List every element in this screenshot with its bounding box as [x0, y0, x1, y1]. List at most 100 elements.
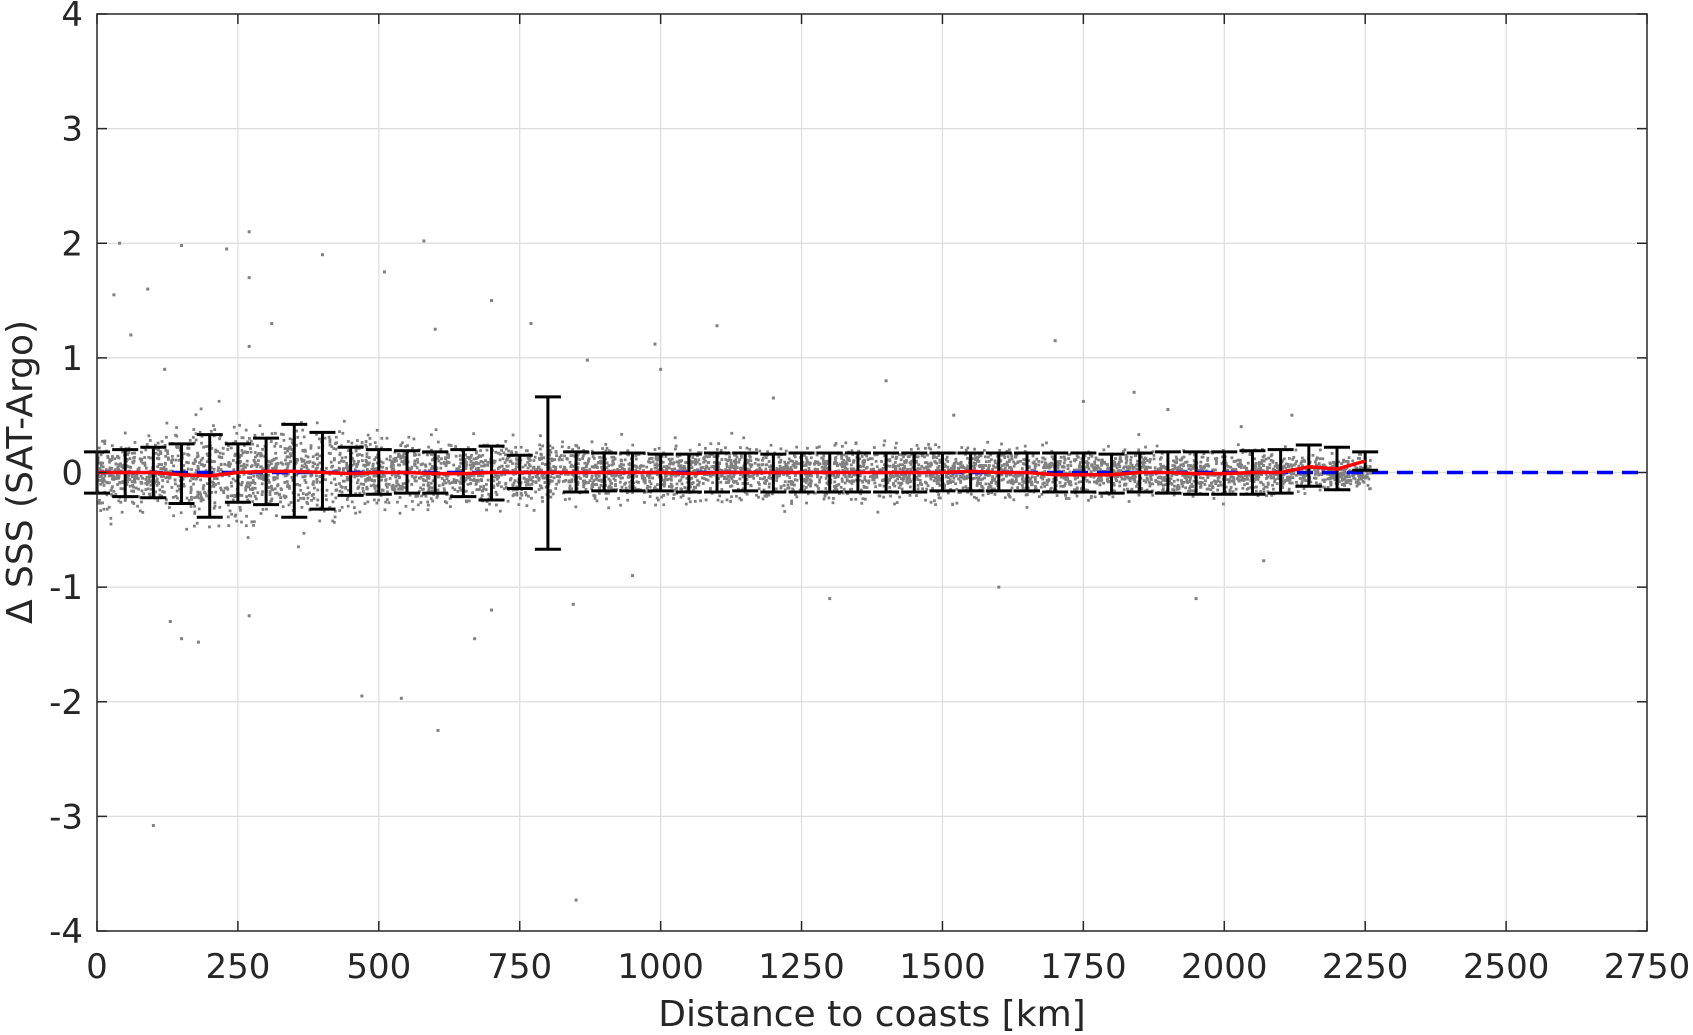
scatter-point [253, 486, 257, 490]
scatter-point [548, 453, 552, 457]
scatter-point [365, 445, 369, 449]
scatter-point [393, 488, 397, 491]
scatter-point [459, 480, 463, 484]
scatter-point [1192, 479, 1196, 483]
scatter-point [153, 443, 157, 447]
scatter-point [655, 465, 659, 469]
scatter-point [435, 496, 439, 499]
scatter-point [471, 491, 475, 495]
scatter-point [576, 466, 580, 470]
scatter-point [1321, 485, 1325, 489]
scatter-point [430, 448, 433, 452]
scatter-point [1216, 488, 1220, 492]
scatter-point [786, 483, 790, 487]
scatter-point [442, 487, 446, 491]
scatter-point [1051, 457, 1055, 461]
scatter-point [993, 459, 997, 463]
scatter-point [916, 447, 920, 451]
scatter-point [1124, 475, 1127, 479]
scatter-point [1020, 477, 1024, 481]
scatter-point [1021, 486, 1025, 490]
scatter-point [757, 481, 760, 484]
scatter-point [761, 458, 764, 462]
scatter-point [477, 466, 480, 470]
scatter-point [1098, 483, 1102, 487]
scatter-point [1055, 494, 1059, 497]
scatter-point [789, 459, 793, 463]
scatter-point [148, 492, 151, 496]
scatter-point [964, 485, 968, 489]
scatter-point [238, 506, 242, 509]
scatter-point [548, 466, 552, 470]
scatter-point [365, 477, 369, 481]
scatter-point [261, 490, 264, 494]
scatter-point [1180, 456, 1184, 460]
scatter-point [1346, 480, 1350, 484]
scatter-point [1039, 485, 1043, 489]
scatter-point [777, 468, 780, 471]
scatter-point [1007, 460, 1011, 463]
scatter-point [436, 493, 440, 497]
scatter-point [837, 492, 841, 495]
scatter-point [582, 482, 586, 486]
scatter-point [474, 467, 478, 471]
scatter-point [708, 455, 711, 458]
scatter-point [891, 455, 894, 459]
scatter-point [737, 460, 741, 464]
scatter-point [300, 459, 304, 463]
scatter-point [459, 458, 462, 461]
scatter-point [739, 473, 742, 477]
scatter-point [492, 459, 495, 463]
scatter-point [1238, 458, 1242, 462]
scatter-point [1158, 475, 1162, 479]
scatter-point [734, 463, 737, 467]
scatter-point [190, 476, 194, 479]
scatter-point [192, 428, 196, 431]
scatter-point [1130, 464, 1134, 467]
scatter-point [1282, 464, 1286, 468]
scatter-point [1361, 466, 1364, 470]
scatter-point [1112, 463, 1116, 466]
scatter-point [924, 446, 927, 450]
scatter-point [719, 448, 723, 452]
scatter-point [185, 527, 189, 531]
scatter-point [1095, 479, 1099, 483]
scatter-point [882, 478, 886, 482]
scatter-point [494, 450, 498, 454]
scatter-point [1296, 490, 1300, 494]
scatter-point [554, 467, 558, 471]
scatter-point [134, 486, 138, 490]
scatter-point [660, 454, 664, 458]
scatter-point [642, 464, 645, 468]
scatter-point [209, 429, 213, 433]
scatter-point [356, 486, 360, 490]
scatter-point [991, 467, 994, 471]
scatter-point [1273, 478, 1277, 482]
scatter-point [929, 473, 932, 477]
scatter-point [964, 448, 968, 452]
scatter-point [515, 462, 519, 465]
scatter-point [788, 476, 792, 479]
scatter-point [937, 445, 941, 449]
scatter-point [345, 466, 348, 470]
scatter-point [859, 492, 863, 496]
scatter-point [904, 460, 908, 464]
scatter-point [163, 443, 167, 447]
scatter-point [105, 507, 109, 511]
scatter-point [910, 453, 914, 456]
scatter-point [653, 485, 657, 489]
scatter-point [1112, 460, 1116, 464]
scatter-point [240, 483, 243, 487]
scatter-point [1239, 475, 1243, 479]
scatter-point [720, 488, 724, 491]
scatter-point [572, 474, 576, 478]
scatter-point [657, 446, 661, 450]
scatter-point [965, 487, 969, 491]
scatter-point [526, 480, 530, 484]
scatter-point [1343, 484, 1346, 487]
scatter-point [1130, 487, 1134, 491]
scatter-point [515, 457, 518, 461]
scatter-point [452, 478, 456, 481]
scatter-point [1125, 459, 1129, 463]
scatter-point [826, 459, 830, 463]
